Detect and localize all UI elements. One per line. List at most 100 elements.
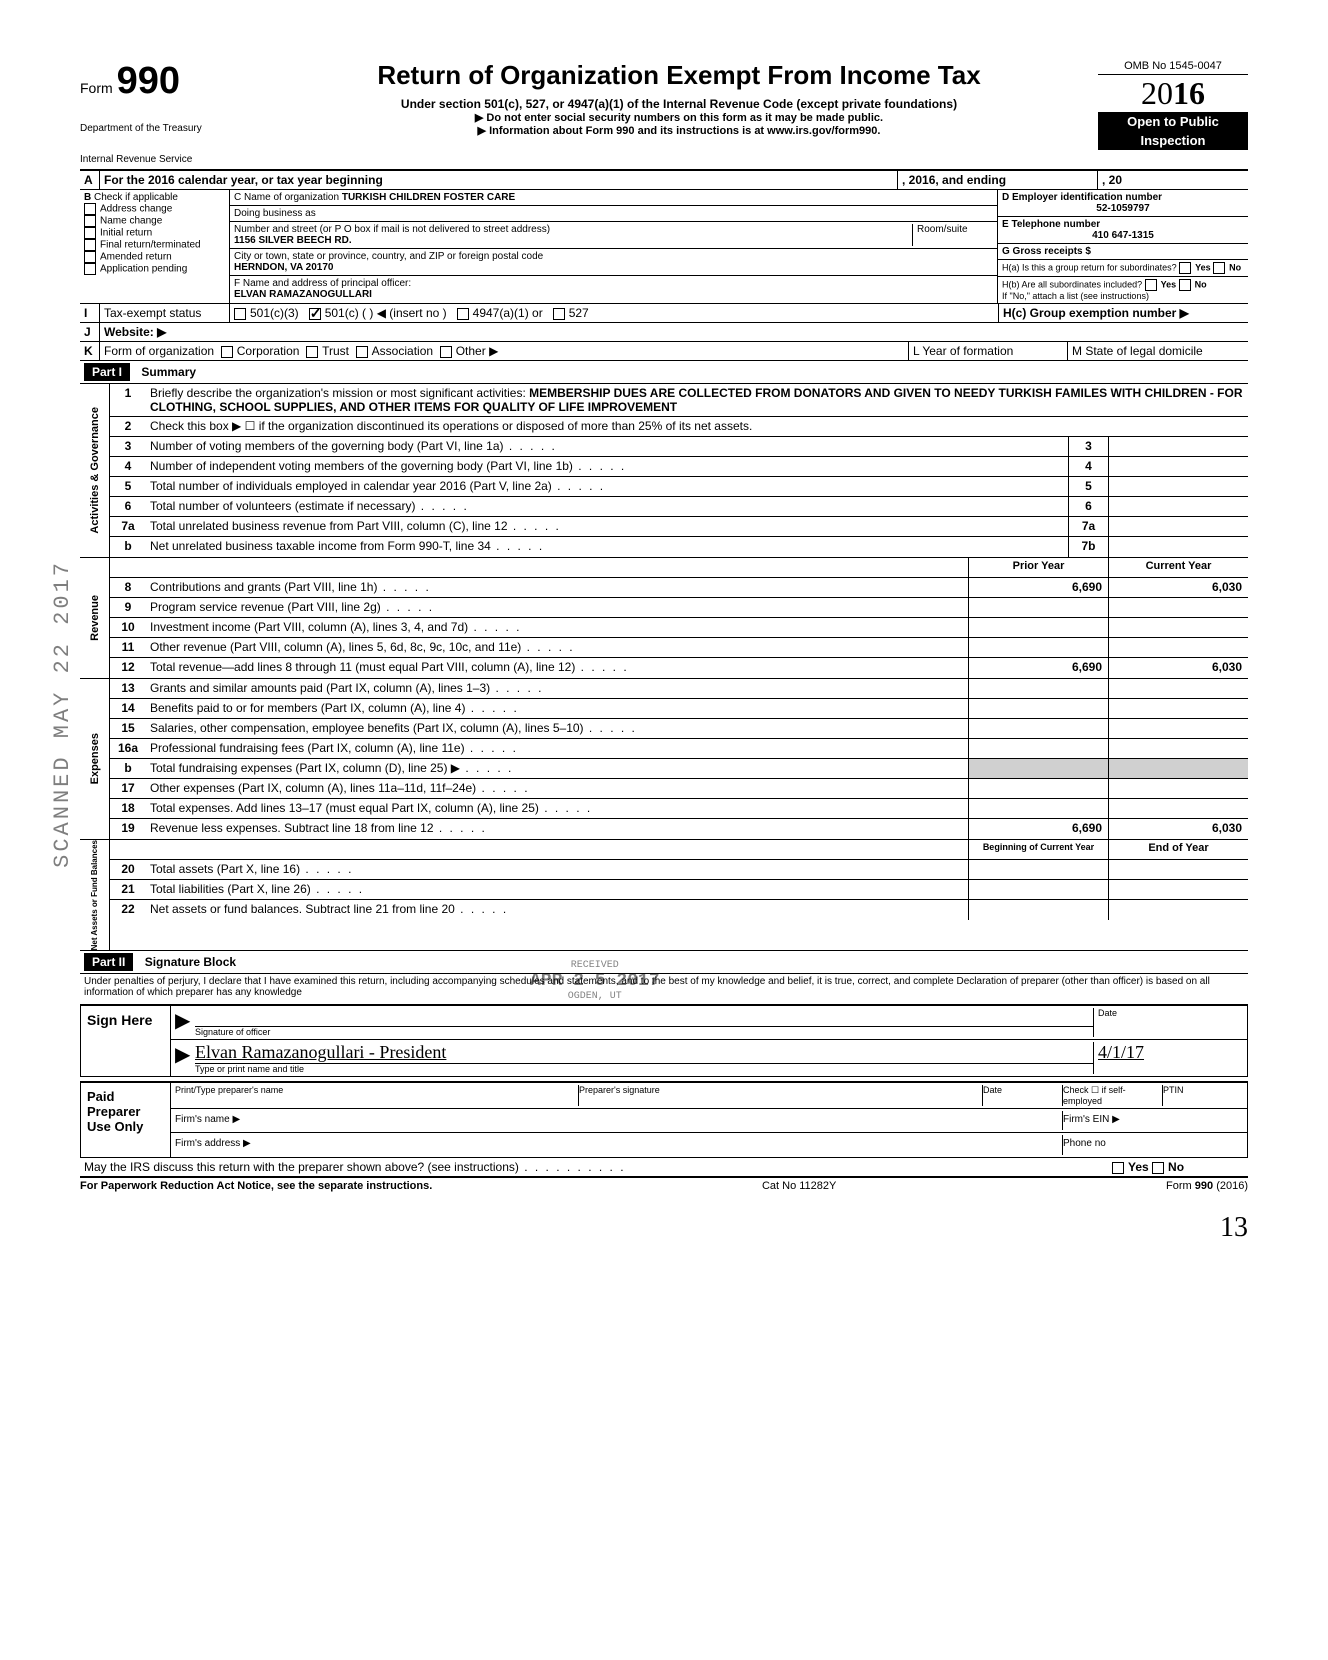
addr-value: 1156 SILVER BEECH RD. — [234, 235, 912, 246]
chk-4947[interactable] — [457, 308, 469, 320]
chk-501c3[interactable] — [234, 308, 246, 320]
prior-year-val — [968, 618, 1108, 637]
line-box: 7b — [1068, 537, 1108, 557]
line-num: 18 — [110, 799, 146, 818]
part2-header-row: Part II Signature Block — [80, 951, 1248, 974]
c-label: C Name of organization — [234, 192, 339, 203]
chk-other[interactable] — [440, 346, 452, 358]
chk-assoc[interactable] — [356, 346, 368, 358]
line-box: 3 — [1068, 437, 1108, 456]
part1-header-row: Part I Summary — [80, 361, 1248, 384]
chk-amended-return[interactable]: Amended return — [84, 251, 225, 263]
ha-label: H(a) Is this a group return for subordin… — [1002, 262, 1177, 272]
current-year-header: Current Year — [1108, 558, 1248, 577]
chk-final-return[interactable]: Final return/terminated — [84, 239, 225, 251]
prep-date-label: Date — [983, 1085, 1062, 1095]
current-year-val: 6,030 — [1108, 819, 1248, 839]
label-b: B — [84, 192, 91, 203]
tax-exempt-label: Tax-exempt status — [100, 304, 230, 322]
line-box: 7a — [1068, 517, 1108, 536]
line-desc: Other revenue (Part VIII, column (A), li… — [146, 638, 968, 657]
form-note-2: ▶ Information about Form 990 and its ins… — [280, 124, 1078, 137]
officer-name-value: Elvan Ramazanogullari - President — [195, 1042, 1093, 1063]
prior-year-val — [968, 719, 1108, 738]
lbl-initial-return: Initial return — [100, 228, 152, 239]
perjury-text: Under penalties of perjury, I declare th… — [80, 974, 1248, 1000]
lbl-amended-return: Amended return — [100, 252, 172, 263]
line-box: 6 — [1068, 497, 1108, 516]
line-num: 12 — [110, 658, 146, 678]
boy-val — [968, 880, 1108, 899]
dept-irs: Internal Revenue Service — [80, 154, 260, 165]
line-desc: Grants and similar amounts paid (Part IX… — [146, 679, 968, 698]
chk-corp[interactable] — [221, 346, 233, 358]
city-value: HERNDON, VA 20170 — [234, 262, 993, 273]
arrow-icon: ▶ — [175, 1008, 195, 1037]
chk-address-change[interactable]: Address change — [84, 203, 225, 215]
chk-501c[interactable] — [309, 308, 321, 320]
exp-label: Expenses — [89, 733, 101, 784]
chk-trust[interactable] — [306, 346, 318, 358]
line-desc: Number of voting members of the governin… — [146, 437, 1068, 456]
rev-line: 9 Program service revenue (Part VIII, li… — [110, 598, 1248, 618]
exp-line: 16a Professional fundraising fees (Part … — [110, 739, 1248, 759]
line2-text: Check this box ▶ ☐ if the organization d… — [146, 417, 1248, 436]
lbl-527: 527 — [569, 306, 589, 320]
ha-no[interactable] — [1213, 262, 1225, 274]
firm-ein-label: Firm's EIN ▶ — [1063, 1114, 1120, 1125]
paid-preparer-block: Paid Preparer Use Only Print/Type prepar… — [80, 1081, 1248, 1158]
hb-label: H(b) Are all subordinates included? — [1002, 279, 1142, 289]
ha-yes[interactable] — [1179, 262, 1191, 274]
page-number: 13 — [80, 1212, 1248, 1244]
label-j: J — [80, 323, 100, 341]
officer-name-label: Type or print name and title — [195, 1063, 1093, 1074]
prior-year-val — [968, 759, 1108, 778]
city-label: City or town, state or province, country… — [234, 251, 993, 262]
line-desc: Contributions and grants (Part VIII, lin… — [146, 578, 968, 597]
exp-line: 19 Revenue less expenses. Subtract line … — [110, 819, 1248, 839]
chk-application-pending[interactable]: Application pending — [84, 263, 225, 275]
firm-addr-label: Firm's address ▶ — [175, 1138, 251, 1149]
hb-no[interactable] — [1179, 279, 1191, 291]
chk-name-change[interactable]: Name change — [84, 215, 225, 227]
section-expenses: Expenses 13 Grants and similar amounts p… — [80, 679, 1248, 840]
line-val — [1108, 537, 1248, 557]
c-org-name: TURKISH CHILDREN FOSTER CARE — [342, 192, 515, 203]
lbl-4947: 4947(a)(1) or — [473, 306, 543, 320]
chk-initial-return[interactable]: Initial return — [84, 227, 225, 239]
f-value: ELVAN RAMAZANOGULLARI — [234, 289, 993, 300]
form-note-1: ▶ Do not enter social security numbers o… — [280, 111, 1078, 124]
line-desc: Total fundraising expenses (Part IX, col… — [146, 759, 968, 778]
part2-title: Signature Block — [145, 955, 236, 969]
boy-header: Beginning of Current Year — [968, 840, 1108, 859]
recv-place: OGDEN, UT — [530, 991, 660, 1002]
prior-year-val — [968, 638, 1108, 657]
line-num: b — [110, 759, 146, 778]
discuss-no[interactable] — [1152, 1162, 1164, 1174]
dba-label: Doing business as — [234, 208, 316, 219]
scanned-stamp: SCANNED MAY 22 2017 — [50, 560, 75, 868]
hb-yes[interactable] — [1145, 279, 1157, 291]
e-label: E Telephone number — [1002, 219, 1244, 230]
row-j: J Website: ▶ — [80, 323, 1248, 342]
lbl-yes-1: Yes — [1195, 262, 1211, 272]
prep-sig-label: Preparer's signature — [579, 1085, 982, 1095]
footer: For Paperwork Reduction Act Notice, see … — [80, 1178, 1248, 1192]
discuss-yes[interactable] — [1112, 1162, 1124, 1174]
label-i: I — [80, 304, 100, 322]
line-desc: Professional fundraising fees (Part IX, … — [146, 739, 968, 758]
line-num: 16a — [110, 739, 146, 758]
current-year-val — [1108, 759, 1248, 778]
arrow-icon-2: ▶ — [175, 1042, 195, 1074]
rev-label: Revenue — [89, 595, 101, 641]
line1-text: Briefly describe the organization's miss… — [150, 386, 526, 400]
current-year-val — [1108, 779, 1248, 798]
lbl-corp: Corporation — [237, 344, 300, 358]
rev-line: 12 Total revenue—add lines 8 through 11 … — [110, 658, 1248, 678]
f-label: F Name and address of principal officer: — [234, 278, 993, 289]
chk-527[interactable] — [553, 308, 565, 320]
sig-officer-label: Signature of officer — [195, 1026, 1093, 1037]
part1-header: Part I — [84, 363, 130, 381]
date-label: Date — [1098, 1008, 1243, 1018]
prior-year-val — [968, 699, 1108, 718]
